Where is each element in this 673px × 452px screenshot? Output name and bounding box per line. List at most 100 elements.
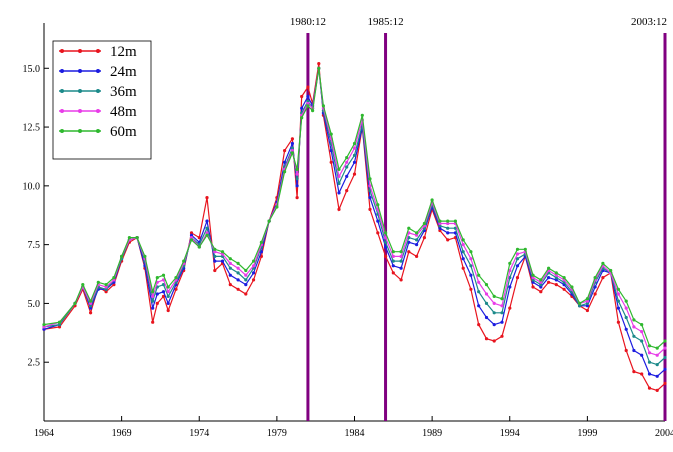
data-point (174, 276, 177, 279)
data-point (477, 274, 480, 277)
data-point (345, 175, 348, 178)
data-point (330, 161, 333, 164)
data-point (317, 62, 320, 65)
legend-label: 60m (110, 124, 137, 140)
data-point (229, 283, 232, 286)
data-point (500, 304, 503, 307)
data-point (663, 356, 666, 359)
data-point (407, 227, 410, 230)
data-point (656, 354, 659, 357)
x-tick-label: 1964 (34, 428, 54, 439)
data-point (594, 276, 597, 279)
data-point (368, 177, 371, 180)
data-point (120, 255, 123, 258)
legend-swatch-marker (60, 129, 64, 133)
data-point (337, 208, 340, 211)
data-point (229, 267, 232, 270)
data-point (143, 255, 146, 258)
data-point (353, 147, 356, 150)
legend-label: 48m (110, 104, 137, 120)
data-point (469, 257, 472, 260)
data-point (516, 248, 519, 251)
data-point (601, 276, 604, 279)
data-point (237, 262, 240, 265)
data-point (229, 262, 232, 265)
data-point (151, 307, 154, 310)
data-point (632, 325, 635, 328)
data-point (485, 292, 488, 295)
data-point (353, 173, 356, 176)
data-point (469, 264, 472, 267)
data-point (337, 182, 340, 185)
data-point (306, 86, 309, 89)
data-point (625, 316, 628, 319)
data-point (400, 255, 403, 258)
data-point (415, 255, 418, 258)
data-point (244, 292, 247, 295)
data-point (640, 372, 643, 375)
data-point (594, 292, 597, 295)
data-point (376, 231, 379, 234)
x-tick-label: 1999 (577, 428, 597, 439)
data-point (656, 389, 659, 392)
data-point (237, 267, 240, 270)
x-tick-label: 1969 (112, 428, 132, 439)
data-point (283, 149, 286, 152)
data-point (663, 347, 666, 350)
data-point (213, 255, 216, 258)
data-point (446, 238, 449, 241)
legend-swatch-marker (96, 109, 100, 113)
data-point (663, 382, 666, 385)
data-point (539, 278, 542, 281)
data-point (105, 283, 108, 286)
data-point (485, 283, 488, 286)
legend-swatch-marker (60, 89, 64, 93)
data-point (205, 196, 208, 199)
data-point (539, 290, 542, 293)
data-point (368, 196, 371, 199)
data-point (283, 170, 286, 173)
legend-label: 36m (110, 84, 137, 100)
data-point (555, 271, 558, 274)
data-point (640, 339, 643, 342)
data-point (337, 191, 340, 194)
data-point (500, 311, 503, 314)
data-point (392, 255, 395, 258)
data-point (625, 328, 628, 331)
data-point (300, 107, 303, 110)
data-point (508, 285, 511, 288)
data-point (547, 276, 550, 279)
x-tick-label: 1974 (189, 428, 209, 439)
data-point (392, 271, 395, 274)
data-point (555, 283, 558, 286)
data-point (151, 290, 154, 293)
data-point (229, 274, 232, 277)
data-point (462, 257, 465, 260)
data-point (384, 255, 387, 258)
data-point (469, 250, 472, 253)
data-point (640, 330, 643, 333)
data-point (392, 250, 395, 253)
data-point (493, 295, 496, 298)
data-point (89, 300, 92, 303)
legend-swatch-marker (60, 69, 64, 73)
legend: 12m 24m 36m 48m 60m (53, 41, 151, 159)
data-point (477, 281, 480, 284)
data-point (392, 260, 395, 263)
data-point (221, 260, 224, 263)
data-point (462, 238, 465, 241)
x-tick-label: 1994 (500, 428, 520, 439)
data-point (423, 236, 426, 239)
data-point (632, 370, 635, 373)
y-tick-label: 5.0 (28, 299, 41, 310)
y-tick-label: 10.0 (23, 181, 41, 192)
legend-swatch-marker (78, 49, 82, 53)
data-point (296, 168, 299, 171)
legend-label: 12m (110, 44, 137, 60)
data-point (625, 300, 628, 303)
data-point (524, 248, 527, 251)
legend-label: 24m (110, 64, 137, 80)
data-point (648, 372, 651, 375)
data-point (500, 297, 503, 300)
legend-swatch-marker (96, 49, 100, 53)
